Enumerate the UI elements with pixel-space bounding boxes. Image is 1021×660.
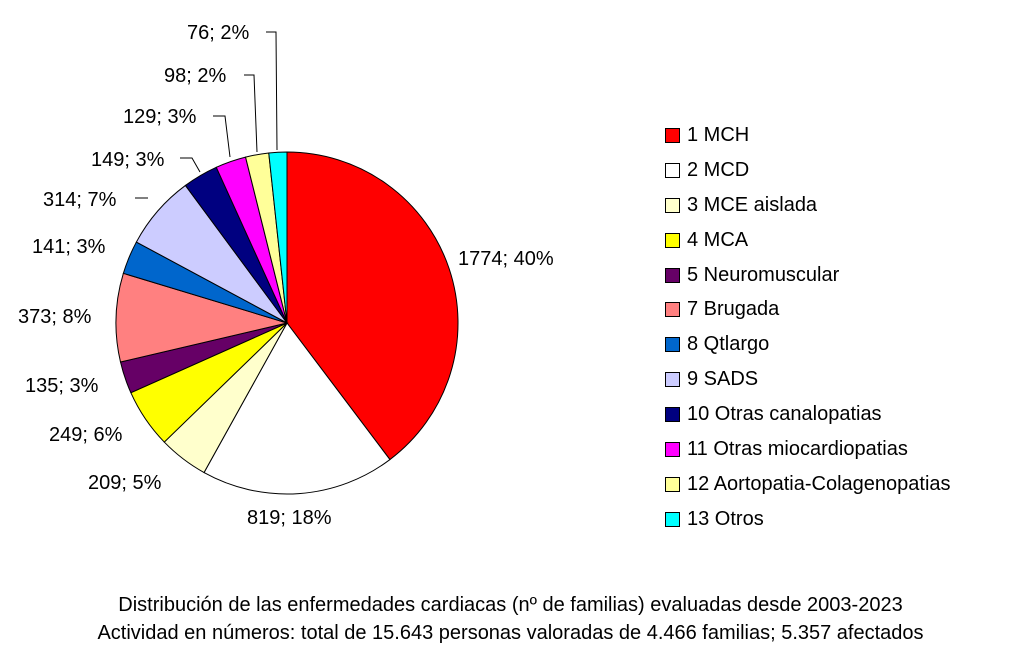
legend-label: 13 Otros: [687, 507, 764, 530]
data-label-aortopatia: 98; 2%: [164, 65, 226, 87]
legend-item-otras-canalopatias: 10 Otras canalopatias: [665, 397, 951, 432]
leader-lines: [135, 31, 278, 199]
legend-item-otras-miocardiopatias: 11 Otras miocardiopatias: [665, 432, 951, 467]
legend-item-qtlargo: 8 Qtlargo: [665, 327, 951, 362]
legend-item-brugada: 7 Brugada: [665, 292, 951, 327]
data-label-otras-miocardiopatias: 129; 3%: [123, 106, 197, 128]
pie-slices: [115, 151, 459, 495]
legend-swatch: [665, 511, 680, 527]
pie-chart: 1774; 40% 819; 18% 209; 5% 249; 6% 135; …: [18, 22, 554, 529]
data-label-mcd: 819; 18%: [247, 507, 332, 529]
legend-label: 10 Otras canalopatias: [687, 403, 882, 426]
pie-slice-13-otros: [268, 151, 288, 324]
leader-line: [244, 74, 258, 153]
legend-swatch: [665, 162, 680, 178]
data-label-qtlargo: 141; 3%: [32, 236, 106, 258]
legend-label: 11 Otras miocardiopatias: [687, 437, 908, 460]
data-label-mce-aislada: 209; 5%: [88, 472, 162, 494]
data-label-neuromuscular: 135; 3%: [25, 375, 99, 397]
legend-item-mch: 1 MCH: [665, 118, 951, 153]
data-label-sads: 314; 7%: [43, 189, 117, 211]
data-label-otras-canalopatias: 149; 3%: [91, 149, 165, 171]
legend-item-aortopatia: 12 Aortopatia-Colagenopatias: [665, 467, 951, 502]
leader-line: [266, 31, 278, 151]
data-label-mca: 249; 6%: [49, 424, 123, 446]
chart-legend: 1 MCH 2 MCD 3 MCE aislada 4 MCA 5 Neurom…: [665, 118, 951, 537]
legend-swatch: [665, 372, 680, 388]
data-label-brugada: 373; 8%: [18, 306, 92, 328]
legend-label: 4 MCA: [687, 228, 749, 251]
legend-item-otros: 13 Otros: [665, 502, 951, 537]
legend-label: 7 Brugada: [687, 298, 780, 321]
legend-swatch: [665, 127, 680, 143]
chart-caption-line-1: Distribución de las enfermedades cardiac…: [118, 594, 903, 616]
legend-item-mce-aislada: 3 MCE aislada: [665, 188, 951, 223]
chart-caption-line-2: Actividad en números: total de 15.643 pe…: [97, 622, 924, 644]
legend-swatch: [665, 476, 680, 492]
legend-item-neuromuscular: 5 Neuromuscular: [665, 258, 951, 293]
legend-swatch: [665, 197, 680, 213]
legend-item-sads: 9 SADS: [665, 362, 951, 397]
data-label-mch: 1774; 40%: [458, 248, 554, 270]
legend-swatch: [665, 302, 680, 318]
legend-label: 8 Qtlargo: [687, 333, 770, 356]
legend-swatch: [665, 232, 680, 248]
legend-swatch: [665, 407, 680, 423]
leader-line: [180, 157, 201, 173]
pie-slice-2-mcd: [203, 322, 391, 495]
legend-swatch: [665, 441, 680, 457]
pie-slice-1-mch: [286, 151, 459, 461]
pie-slice-7-brugada: [115, 272, 289, 363]
legend-item-mcd: 2 MCD: [665, 153, 951, 188]
legend-label: 2 MCD: [687, 158, 750, 181]
data-labels: 1774; 40% 819; 18% 209; 5% 249; 6% 135; …: [18, 22, 554, 529]
legend-label: 12 Aortopatia-Colagenopatias: [687, 472, 951, 495]
legend-swatch: [665, 267, 680, 283]
legend-label: 1 MCH: [687, 123, 750, 146]
legend-swatch: [665, 337, 680, 353]
legend-label: 9 SADS: [687, 368, 759, 391]
legend-item-mca: 4 MCA: [665, 223, 951, 258]
leader-line: [213, 115, 231, 158]
legend-label: 3 MCE aislada: [687, 193, 818, 216]
data-label-otros: 76; 2%: [187, 22, 249, 44]
legend-label: 5 Neuromuscular: [687, 263, 840, 286]
